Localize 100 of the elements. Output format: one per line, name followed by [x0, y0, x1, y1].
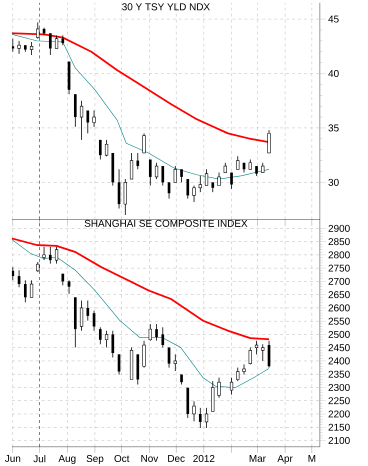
- y-tick-label: 2150: [328, 424, 350, 431]
- y-tick-label: 2900: [328, 224, 350, 232]
- candlestick: [99, 140, 102, 160]
- candlestick: [112, 330, 114, 358]
- candlestick: [255, 340, 258, 355]
- candlestick: [86, 300, 90, 322]
- candlestick: [18, 40, 21, 54]
- candlestick: [105, 140, 108, 157]
- candlestick: [261, 344, 265, 362]
- candlestick: [118, 168, 121, 209]
- x-tick-label: Jun: [5, 455, 20, 462]
- candlestick: [142, 132, 146, 154]
- candlestick: [68, 280, 71, 294]
- candlestick: [255, 166, 258, 176]
- candlestick: [168, 347, 171, 368]
- x-tick-label: Apr: [278, 455, 293, 464]
- y-tick-label: 2600: [328, 304, 350, 312]
- candlestick: [199, 407, 202, 428]
- y-tick-label: 2450: [328, 344, 350, 352]
- candlestick: [62, 35, 64, 46]
- y-tick-label: 2300: [328, 384, 350, 391]
- candlestick: [230, 377, 234, 396]
- y-tick-label: 2550: [328, 318, 350, 325]
- candlestick: [211, 380, 215, 412]
- candlestick: [205, 168, 208, 186]
- y-tick-label: 2200: [328, 410, 350, 418]
- candlestick: [174, 354, 178, 372]
- y-tick-label: 2350: [328, 370, 350, 378]
- candlestick: [74, 94, 77, 128]
- candlestick: [218, 172, 221, 186]
- candlestick: [105, 330, 108, 348]
- x-tick-label: Aug: [58, 455, 76, 464]
- candlestick: [49, 32, 52, 56]
- x-tick-label: Jul: [34, 455, 46, 462]
- candlestick: [205, 407, 208, 428]
- candlestick: [30, 42, 34, 56]
- y-tick-label: 40: [328, 70, 339, 78]
- candlestick: [180, 168, 184, 183]
- candlestick: [55, 35, 58, 49]
- y-tick-label: 2800: [328, 251, 350, 258]
- candlestick: [99, 326, 102, 345]
- y-tick-label: 45: [328, 16, 339, 23]
- candlestick: [224, 162, 228, 173]
- y-tick-label: 2250: [328, 397, 350, 404]
- x-tick-label: 2012: [194, 455, 215, 462]
- candlestick: [162, 166, 164, 186]
- x-tick-label: Nov: [142, 455, 158, 462]
- y-tick-label: 2100: [328, 436, 350, 444]
- candlestick: [148, 324, 152, 342]
- y-tick-label: 30: [328, 178, 339, 186]
- candlestick: [174, 166, 178, 183]
- candlestick: [18, 270, 21, 288]
- candlestick: [218, 377, 221, 398]
- candlestick: [230, 172, 234, 190]
- candlestick: [62, 273, 64, 286]
- candlestick: [261, 162, 265, 173]
- candlestick: [124, 178, 128, 216]
- y-tick-label: 2500: [328, 330, 350, 338]
- candlestick: [92, 110, 96, 128]
- candlestick: [136, 152, 140, 170]
- candlestick: [149, 159, 152, 186]
- candlestick: [242, 364, 246, 375]
- candlestick: [268, 130, 271, 154]
- candlestick: [268, 340, 271, 368]
- x-tick-label: Dec: [168, 455, 185, 462]
- y-tick-label: 35: [328, 124, 339, 132]
- candlestick: [236, 367, 240, 382]
- candlestick: [186, 178, 190, 200]
- candlestick: [118, 354, 121, 375]
- x-tick-label: Sep: [86, 455, 104, 464]
- line-series: [12, 238, 270, 340]
- candlestick: [36, 262, 40, 273]
- candlestick: [192, 185, 196, 202]
- candlestick: [155, 162, 158, 180]
- candlestick: [142, 340, 146, 368]
- candlestick: [55, 246, 58, 264]
- x-tick-label: M: [308, 455, 316, 462]
- y-tick-label: 2850: [328, 238, 350, 246]
- candlestick: [248, 159, 252, 170]
- x-tick-label: Oct: [114, 455, 130, 462]
- candlestick: [42, 246, 46, 261]
- line-series: [12, 239, 270, 388]
- candlestick: [236, 156, 240, 170]
- y-tick-label: 2700: [328, 278, 350, 285]
- candlestick: [168, 182, 171, 200]
- candlestick: [86, 110, 90, 134]
- candlestick: [192, 400, 196, 422]
- y-tick-label: 2650: [328, 291, 350, 298]
- candlestick: [155, 324, 158, 342]
- y-tick-label: 2400: [328, 357, 350, 364]
- candlestick: [24, 280, 27, 303]
- y-tick-label: 2750: [328, 264, 350, 272]
- candlestick: [80, 100, 84, 140]
- candlestick: [30, 280, 34, 298]
- candlestick: [248, 347, 252, 365]
- chart-title: SHANGHAI SE COMPOSITE INDEX: [84, 220, 248, 227]
- x-tick-label: Mar: [250, 455, 266, 462]
- chart-title: 30 Y TSY YLD NDX: [122, 3, 210, 10]
- candlestick: [36, 22, 40, 40]
- candlestick: [162, 326, 164, 348]
